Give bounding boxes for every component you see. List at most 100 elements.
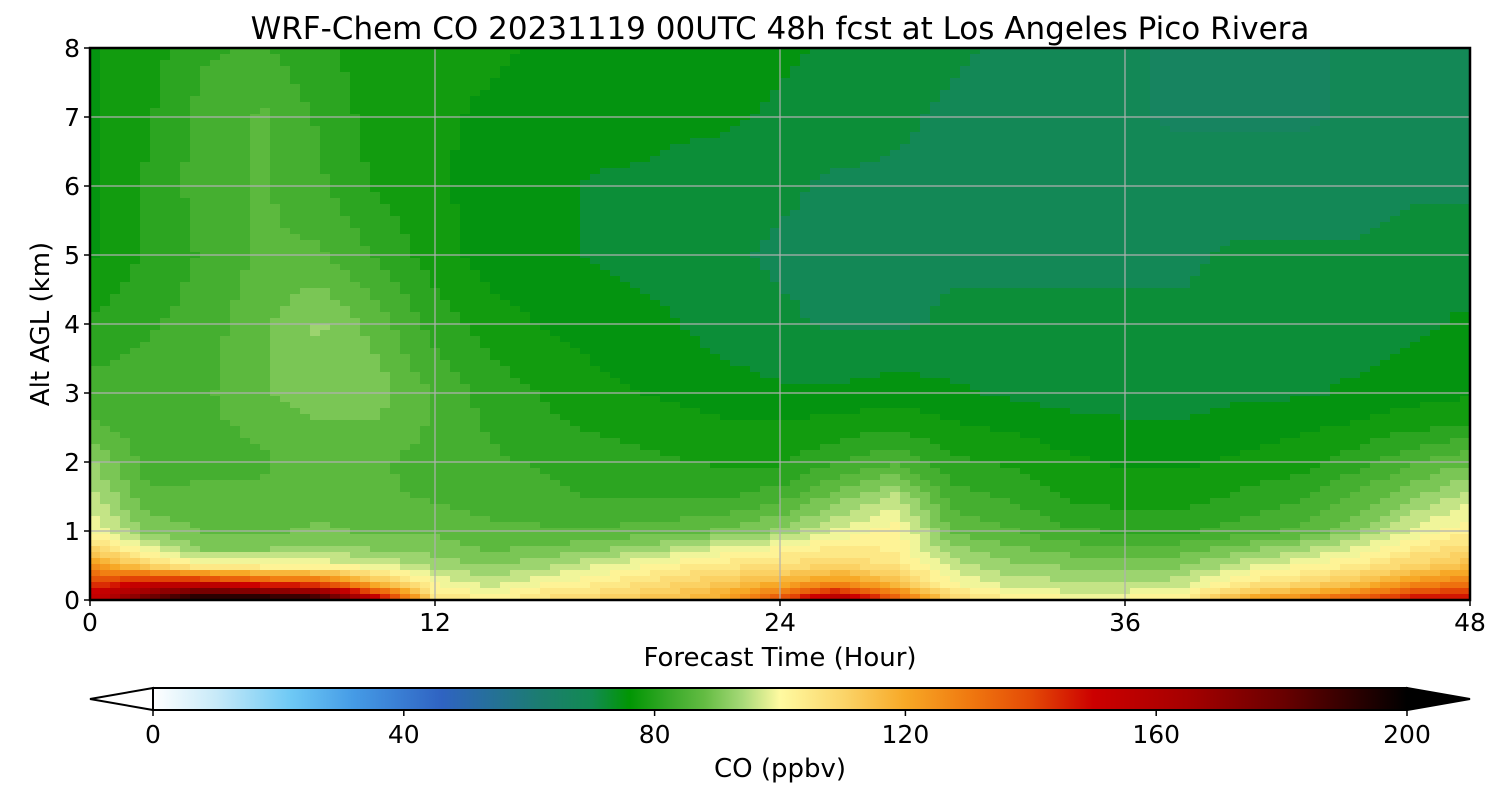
heatmap-cell bbox=[380, 258, 391, 265]
heatmap-cell bbox=[1280, 48, 1291, 55]
heatmap-cell bbox=[1060, 48, 1071, 55]
heatmap-cell bbox=[190, 156, 201, 163]
heatmap-cell bbox=[960, 228, 971, 235]
heatmap-cell bbox=[660, 228, 671, 235]
heatmap-cell bbox=[470, 96, 481, 103]
heatmap-cell bbox=[590, 168, 601, 175]
heatmap-cell bbox=[290, 264, 301, 271]
heatmap-cell bbox=[550, 78, 561, 85]
heatmap-cell bbox=[710, 72, 721, 79]
heatmap-cell bbox=[870, 60, 881, 67]
heatmap-cell bbox=[810, 132, 821, 139]
heatmap-cell bbox=[960, 246, 971, 253]
heatmap-cell bbox=[540, 216, 551, 223]
heatmap-cell bbox=[1280, 162, 1291, 169]
heatmap-cell bbox=[1180, 144, 1191, 151]
heatmap-cell bbox=[890, 84, 901, 91]
heatmap-cell bbox=[1140, 156, 1151, 163]
heatmap-cell bbox=[1450, 210, 1461, 217]
heatmap-cell bbox=[700, 240, 711, 247]
heatmap-cell bbox=[160, 264, 171, 271]
heatmap-cell bbox=[440, 96, 451, 103]
heatmap-cell bbox=[440, 144, 451, 151]
heatmap-cell bbox=[230, 234, 241, 241]
heatmap-cell bbox=[310, 84, 321, 91]
heatmap-cell bbox=[820, 120, 831, 127]
heatmap-cell bbox=[920, 96, 931, 103]
heatmap-cell bbox=[580, 60, 591, 67]
heatmap-cell bbox=[680, 144, 691, 151]
heatmap-cell bbox=[290, 126, 301, 133]
heatmap-cell bbox=[110, 228, 121, 235]
heatmap-cell bbox=[710, 84, 721, 91]
heatmap-cell bbox=[1030, 222, 1041, 229]
heatmap-cell bbox=[700, 150, 711, 157]
heatmap-cell bbox=[1000, 48, 1011, 55]
heatmap-cell bbox=[380, 246, 391, 253]
heatmap-cell bbox=[1020, 102, 1031, 109]
heatmap-cell bbox=[530, 54, 541, 61]
heatmap-cell bbox=[1270, 258, 1281, 265]
heatmap-cell bbox=[1150, 126, 1161, 133]
heatmap-cell bbox=[570, 228, 581, 235]
heatmap-cell bbox=[530, 60, 541, 67]
heatmap-cell bbox=[970, 60, 981, 67]
heatmap-cell bbox=[360, 228, 371, 235]
heatmap-cell bbox=[1350, 246, 1361, 253]
heatmap-cell bbox=[260, 258, 271, 265]
heatmap-cell bbox=[110, 162, 121, 169]
heatmap-cell bbox=[320, 96, 331, 103]
heatmap-cell bbox=[1070, 216, 1081, 223]
heatmap-cell bbox=[130, 198, 141, 205]
heatmap-cell bbox=[1230, 144, 1241, 151]
heatmap-cell bbox=[740, 228, 751, 235]
heatmap-cell bbox=[670, 204, 681, 211]
heatmap-cell bbox=[840, 204, 851, 211]
heatmap-cell bbox=[640, 234, 651, 241]
heatmap-cell bbox=[910, 222, 921, 229]
heatmap-cell bbox=[780, 168, 791, 175]
heatmap-cell bbox=[1390, 120, 1401, 127]
heatmap-cell bbox=[420, 192, 431, 199]
heatmap-cell bbox=[830, 240, 841, 247]
heatmap-cell bbox=[1340, 258, 1351, 265]
heatmap-cell bbox=[770, 120, 781, 127]
heatmap-cell bbox=[970, 102, 981, 109]
heatmap-cell bbox=[1280, 126, 1291, 133]
heatmap-cell bbox=[620, 186, 631, 193]
heatmap-cell bbox=[460, 222, 471, 229]
heatmap-cell bbox=[1090, 108, 1101, 115]
heatmap-cell bbox=[340, 168, 351, 175]
heatmap-cell bbox=[1050, 144, 1061, 151]
heatmap-cell bbox=[920, 144, 931, 151]
heatmap-cell bbox=[510, 198, 521, 205]
heatmap-cell bbox=[400, 150, 411, 157]
heatmap-cell bbox=[130, 126, 141, 133]
heatmap-cell bbox=[250, 264, 261, 271]
heatmap-cell bbox=[660, 126, 671, 133]
heatmap-cell bbox=[1240, 102, 1251, 109]
heatmap-cell bbox=[630, 156, 641, 163]
heatmap-cell bbox=[1240, 90, 1251, 97]
heatmap-cell bbox=[680, 240, 691, 247]
heatmap-cell bbox=[160, 144, 171, 151]
heatmap-cell bbox=[1440, 144, 1451, 151]
heatmap-cell bbox=[1190, 144, 1201, 151]
heatmap-cell bbox=[1360, 144, 1371, 151]
heatmap-cell bbox=[1020, 126, 1031, 133]
heatmap-cell bbox=[190, 84, 201, 91]
heatmap-cell bbox=[530, 192, 541, 199]
heatmap-cell bbox=[820, 234, 831, 241]
heatmap-cell bbox=[920, 204, 931, 211]
heatmap-cell bbox=[1440, 234, 1451, 241]
heatmap-cell bbox=[410, 138, 421, 145]
heatmap-cell bbox=[690, 168, 701, 175]
heatmap-cell bbox=[320, 192, 331, 199]
heatmap-cell bbox=[870, 144, 881, 151]
heatmap-cell bbox=[1200, 186, 1211, 193]
heatmap-cell bbox=[510, 126, 521, 133]
heatmap-cell bbox=[1070, 246, 1081, 253]
heatmap-cell bbox=[1240, 246, 1251, 253]
heatmap-cell bbox=[400, 156, 411, 163]
heatmap-cell bbox=[1210, 60, 1221, 67]
